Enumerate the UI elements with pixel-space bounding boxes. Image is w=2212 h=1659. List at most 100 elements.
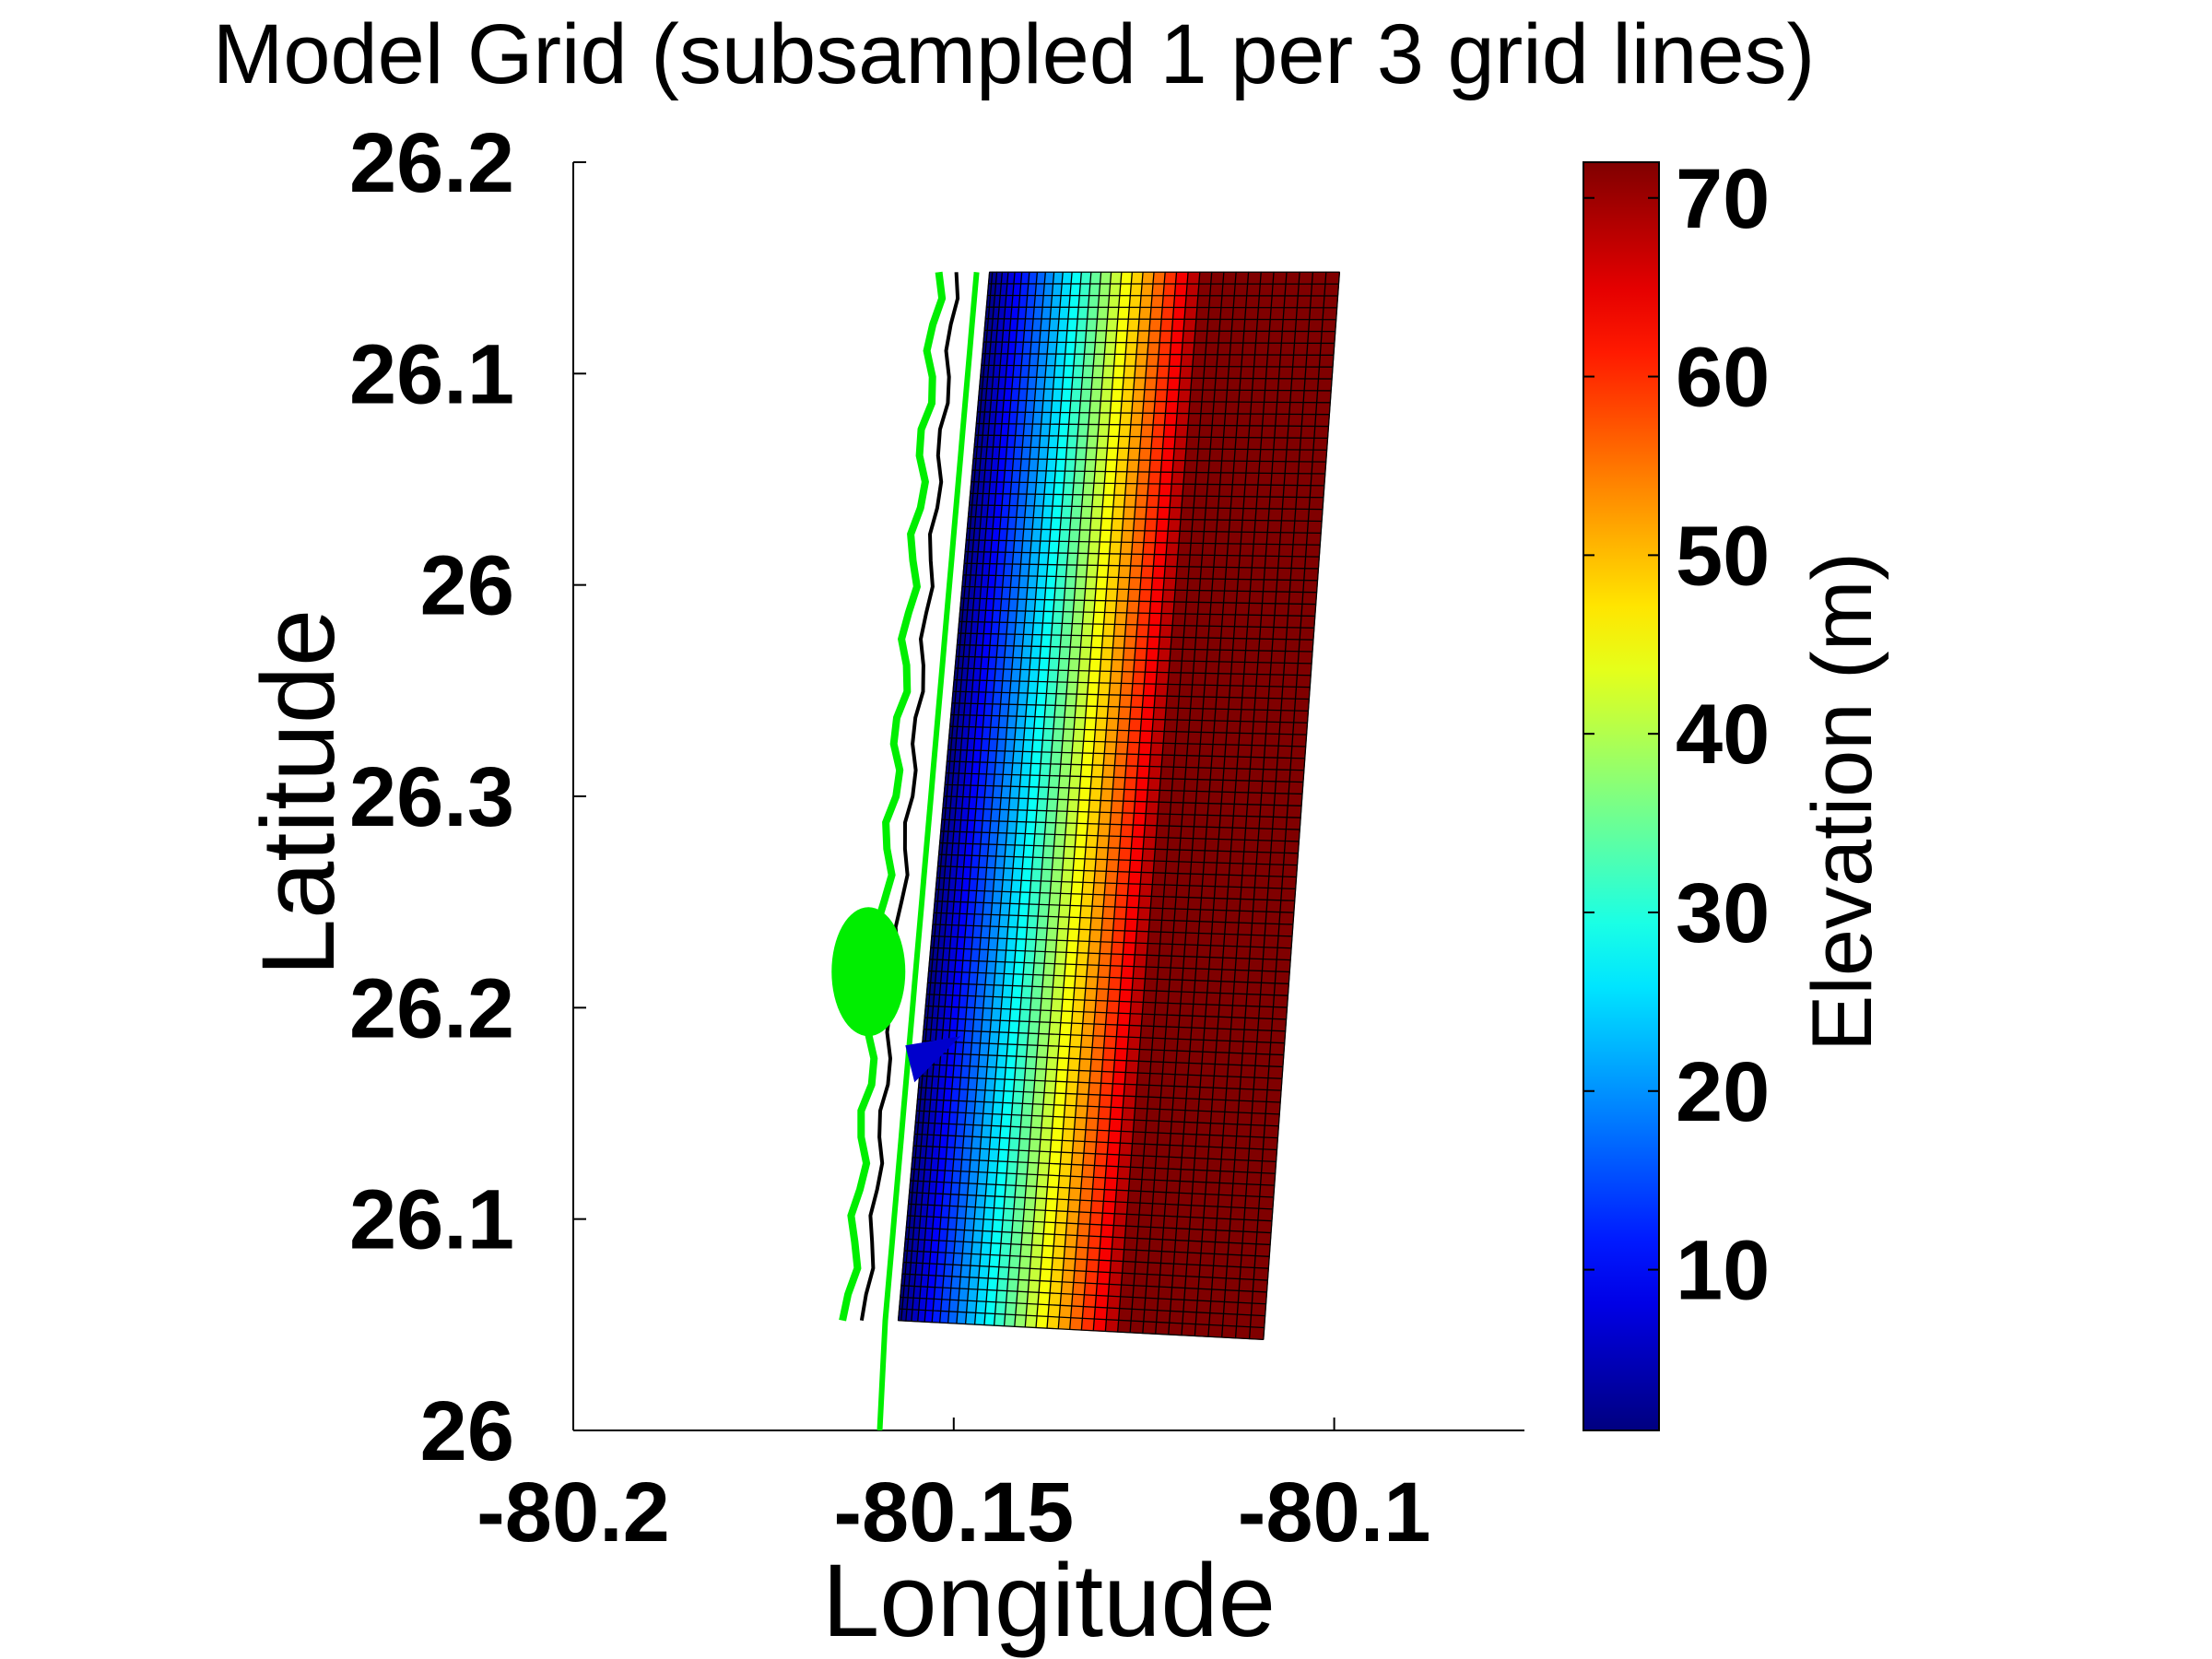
grid-line-along-shore — [944, 795, 1302, 806]
grid-line-along-shore — [930, 947, 1291, 961]
y-axis-label: Latitude — [241, 609, 356, 977]
y-tick-label: 26 — [420, 1384, 514, 1478]
y-tick-label: 26.2 — [349, 116, 514, 210]
grid-line-along-shore — [978, 399, 1331, 404]
y-tick-label: 26.2 — [349, 961, 514, 1055]
grid-line-along-shore — [935, 888, 1295, 901]
grid-line-along-shore — [939, 841, 1299, 854]
grid-line-along-shore — [900, 1296, 1265, 1317]
grid-line-along-shore — [984, 329, 1335, 333]
grid-line-along-shore — [918, 1087, 1281, 1103]
x-tick-label: -80.2 — [477, 1465, 670, 1559]
grid-line-along-shore — [950, 713, 1308, 724]
colorbar-tick-label: 50 — [1676, 509, 1770, 603]
grid-line-along-shore — [946, 772, 1303, 783]
grid-line-along-shore — [971, 481, 1324, 487]
grid-line-along-shore — [986, 306, 1337, 309]
grid-line-along-shore — [917, 1098, 1280, 1115]
grid-line-along-shore — [956, 655, 1312, 665]
grid-line-along-shore — [955, 667, 1312, 677]
x-ticks: -80.2 -80.15 -80.1 — [477, 1418, 1430, 1559]
grid-line-along-shore — [941, 818, 1300, 830]
grid-line-along-shore — [920, 1064, 1283, 1079]
colorbar-label: Elevation (m) — [1795, 552, 1889, 1052]
grid-line-along-shore — [945, 783, 1303, 795]
grid-line-along-shore — [948, 737, 1306, 747]
grid-line-along-shore — [966, 539, 1321, 546]
grid-line-along-shore — [979, 387, 1332, 392]
grid-line-along-shore — [936, 877, 1296, 890]
grid-line-along-shore — [962, 574, 1318, 582]
grid-line-along-shore — [934, 912, 1293, 925]
grid-line-along-shore — [977, 411, 1330, 416]
beach-line — [877, 272, 980, 1430]
grid-line-along-shore — [938, 853, 1298, 866]
grid-line-along-shore — [942, 806, 1301, 818]
grid-line-along-shore — [947, 760, 1304, 771]
grid-line-along-shore — [910, 1180, 1274, 1198]
grid-line-along-shore — [967, 527, 1322, 535]
x-axis-label: Longitude — [822, 1543, 1276, 1658]
grid-line-along-shore — [924, 1029, 1285, 1044]
grid-line-along-shore — [971, 469, 1325, 475]
grid-line-along-shore — [911, 1168, 1275, 1186]
grid-line-along-shore — [951, 702, 1309, 712]
grid-line-along-shore — [901, 1273, 1267, 1293]
grid-line-along-shore — [982, 341, 1335, 345]
grid-line-along-shore — [959, 609, 1315, 618]
grid-line-along-shore — [969, 504, 1324, 511]
colorbar-tick-label: 30 — [1676, 866, 1770, 960]
grid-line-along-shore — [968, 516, 1323, 523]
grid-line-along-shore — [975, 434, 1328, 440]
grid-line-along-shore — [931, 935, 1292, 949]
grid-line-along-shore — [908, 1203, 1273, 1222]
grid-line-along-shore — [937, 865, 1297, 878]
grid-line-along-shore — [947, 748, 1305, 759]
grid-line-along-shore — [906, 1226, 1271, 1246]
model-grid-lines — [897, 271, 1341, 1341]
grid-line-along-shore — [915, 1122, 1278, 1139]
grid-line-along-shore — [903, 1261, 1268, 1281]
grid-line-along-shore — [940, 830, 1300, 842]
grid-line-along-shore — [928, 970, 1289, 984]
grid-line-along-shore — [927, 982, 1288, 996]
grid-line-along-shore — [905, 1238, 1270, 1257]
grid-line-along-shore — [924, 1017, 1286, 1032]
grid-line-along-shore — [974, 446, 1327, 451]
grid-line-along-shore — [909, 1192, 1273, 1210]
inlet-water — [905, 1036, 961, 1083]
grid-line-along-shore — [958, 632, 1313, 641]
colorbar-tick-label: 40 — [1676, 688, 1770, 782]
grid-line-along-shore — [959, 620, 1314, 629]
colorbar-scale — [1583, 161, 1660, 1431]
colorbar-tick-label: 10 — [1676, 1224, 1770, 1318]
inlet-land — [831, 907, 906, 1037]
grid-line-along-shore — [949, 725, 1307, 735]
x-tick-label: -80.1 — [1238, 1465, 1431, 1559]
grid-line-along-shore — [932, 924, 1293, 937]
colorbar-tick-label: 60 — [1676, 331, 1770, 425]
grid-line-along-shore — [899, 1308, 1265, 1329]
grid-line-along-shore — [960, 597, 1316, 606]
grid-line-along-shore — [961, 585, 1317, 594]
grid-line-along-shore — [919, 1075, 1282, 1091]
grid-line-along-shore — [925, 1005, 1287, 1020]
grid-line-along-shore — [914, 1133, 1277, 1151]
grid-line-along-shore — [982, 353, 1334, 356]
grid-line-along-shore — [954, 678, 1311, 688]
coastline — [831, 271, 980, 1430]
grid-line-along-shore — [980, 376, 1333, 380]
inland-shoreline — [839, 271, 947, 1322]
grid-line-along-shore — [976, 422, 1329, 428]
grid-line-along-shore — [970, 492, 1324, 499]
grid-line-along-shore — [985, 318, 1336, 321]
grid-line-along-shore — [922, 1040, 1284, 1056]
y-ticks: 26 26.1 26.2 26.3 26 26.1 26.2 — [349, 116, 586, 1478]
colorbar-tick-label: 70 — [1676, 152, 1770, 246]
grid-line-along-shore — [904, 1250, 1269, 1269]
grid-line-along-shore — [981, 364, 1334, 368]
grid-line-along-shore — [965, 550, 1320, 558]
grid-line-along-shore — [929, 959, 1290, 973]
colorbar: 10 20 30 40 50 60 70 Elevation (m) — [1583, 152, 1889, 1431]
